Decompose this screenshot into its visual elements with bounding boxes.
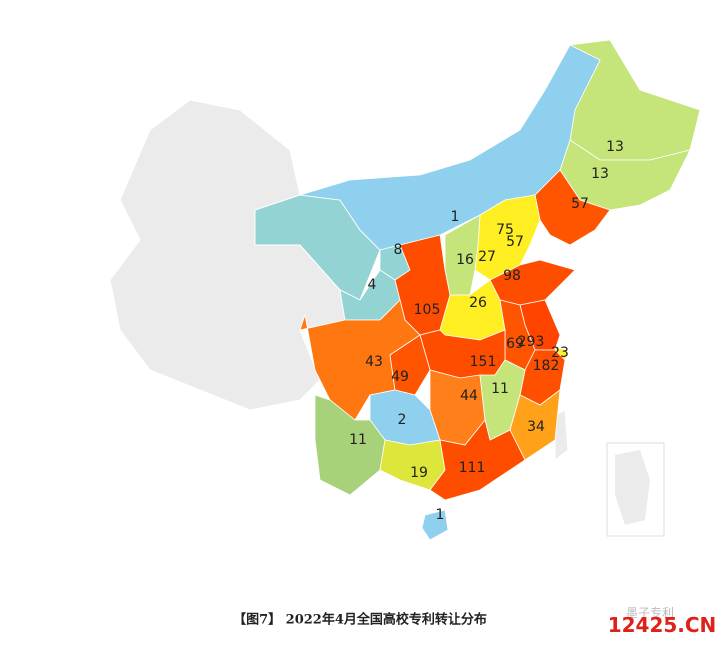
region-label: 105: [414, 302, 441, 318]
region: [421, 509, 449, 541]
region-label: 151: [470, 354, 497, 370]
region-label: 98: [503, 268, 521, 284]
region-label: 23: [551, 345, 569, 361]
region-label: 27: [478, 249, 496, 265]
region-label: 49: [391, 369, 409, 385]
region-label: 111: [459, 460, 486, 476]
caption: 【图7】 2022年4月全国高校专利转让分布: [233, 612, 487, 628]
region-label: 293: [518, 334, 545, 350]
region-label: 4: [368, 277, 377, 293]
region-label: 43: [365, 354, 383, 370]
region-label: 8: [394, 242, 403, 258]
region-label: 19: [410, 465, 428, 481]
region: [389, 334, 431, 396]
region-label: 11: [349, 432, 367, 448]
region-label: 69: [506, 336, 524, 352]
region-label: 11: [491, 381, 509, 397]
region-label: 182: [533, 358, 560, 374]
region: [429, 419, 526, 501]
inset-island: [615, 450, 650, 525]
region-label: 57: [571, 196, 589, 212]
watermark: 12425.CN: [608, 613, 717, 637]
region-label: 75: [496, 222, 514, 238]
region-label: 26: [469, 295, 487, 311]
region-label: 13: [591, 166, 609, 182]
region-label: 2: [398, 412, 407, 428]
region-label: 34: [527, 419, 545, 435]
region-label: 13: [606, 139, 624, 155]
watermark-text: 墨子专利: [626, 605, 674, 620]
region-label: 16: [456, 252, 474, 268]
region: [534, 169, 611, 246]
region-label: 1: [436, 507, 445, 523]
inset-box: [606, 442, 665, 537]
base-region: [554, 409, 569, 462]
region-label: 44: [460, 388, 478, 404]
regions: [299, 39, 701, 541]
region-label: 57: [506, 234, 524, 250]
region-label: 1: [451, 209, 460, 225]
